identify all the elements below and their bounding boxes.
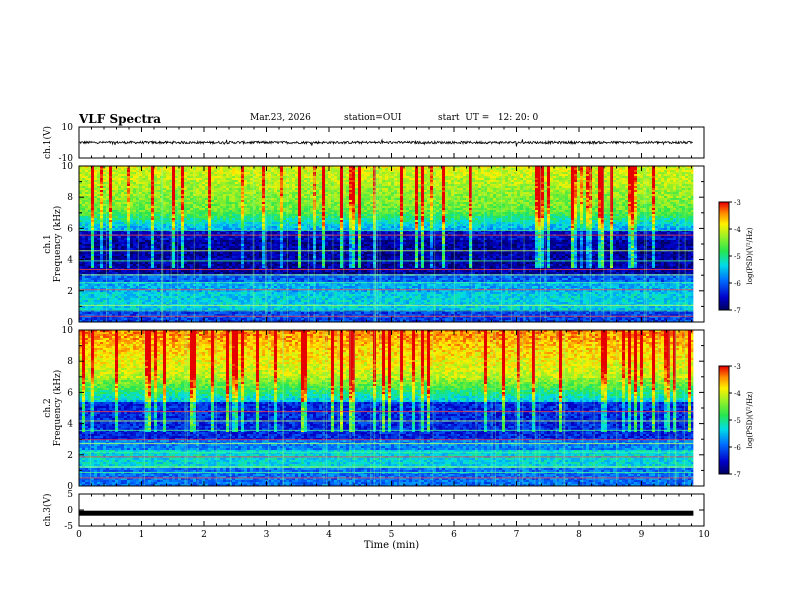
y-tick-label: 0 [67, 482, 73, 492]
ch3-waveform [79, 510, 694, 516]
y-tick-label: 0 [67, 318, 73, 328]
y-tick-label: 10 [62, 162, 74, 172]
y-axis-label: ch.2Frequency (kHz) [43, 370, 63, 447]
colorbar-tick-label: -5 [734, 417, 741, 425]
y-tick-label: 4 [67, 256, 73, 266]
ch1-waveform [78, 138, 693, 147]
colorbar-tick-label: -7 [734, 307, 741, 315]
x-tick-label: 1 [139, 530, 145, 540]
ch3-y-label: ch.3(V) [42, 494, 53, 527]
ch2-spectrogram: 0 2 4 6 8 10 ch.2Frequency (kHz) [43, 326, 705, 492]
x-tick-label: 6 [451, 530, 457, 540]
colorbar-tick-label: -5 [734, 253, 741, 261]
x-tick-label: 3 [264, 530, 270, 540]
station-label: station=OUI [344, 113, 401, 123]
colorbar-tick-label: -7 [734, 471, 741, 479]
colorbar-tick-label: -6 [734, 280, 741, 288]
x-tick-label: 4 [326, 530, 332, 540]
y-tick-label: 8 [67, 357, 73, 367]
colorbar-tick-label: -4 [734, 226, 741, 234]
y-tick-label: 2 [67, 287, 73, 297]
x-tick-label: 10 [698, 530, 710, 540]
y-tick-label: 4 [67, 420, 73, 430]
colorbar-tick-label: -3 [734, 363, 741, 371]
colorbar-label: log(PSD)(V²/Hz) [746, 391, 754, 448]
colorbar-tick-label: -3 [734, 199, 741, 207]
y-axis-label: ch.1Frequency (kHz) [43, 206, 63, 283]
y-tick-label: 0 [67, 506, 73, 516]
colorbar: -3 -4 -5 -6 -7 log(PSD)(V²/Hz) [718, 363, 754, 479]
colorbar-tick-label: -4 [734, 390, 741, 398]
x-tick-label: 0 [76, 530, 82, 540]
y-tick-label: 6 [67, 388, 73, 398]
y-tick-label: 2 [67, 451, 73, 461]
y-tick-label: -10 [59, 154, 74, 164]
x-tick-label: 7 [514, 530, 520, 540]
x-tick-label: 9 [639, 530, 645, 540]
ch1-spectrogram: 0 2 4 6 8 10 ch.1Frequency (kHz) [43, 162, 705, 328]
y-tick-label: 8 [67, 193, 73, 203]
start-time-label: start UT = 12: 20: 0 [438, 113, 538, 123]
x-tick-label: 2 [201, 530, 207, 540]
colorbar-label: log(PSD)(V²/Hz) [746, 227, 754, 284]
figure-title: VLF Spectra [79, 112, 161, 126]
y-tick-label: 6 [67, 224, 73, 234]
y-tick-label: 10 [62, 326, 74, 336]
y-tick-label: -5 [64, 522, 73, 532]
y-tick-label: 10 [62, 123, 74, 133]
x-axis-label: Time (min) [364, 540, 419, 551]
y-tick-label: 5 [67, 490, 73, 500]
x-tick-label: 8 [576, 530, 582, 540]
colorbar-tick-label: -6 [734, 444, 741, 452]
ch1-y-label: ch.1(V) [42, 126, 53, 159]
colorbar: -3 -4 -5 -6 -7 log(PSD)(V²/Hz) [718, 199, 754, 315]
date-label: Mar.23, 2026 [250, 113, 311, 123]
x-tick-label: 5 [389, 530, 395, 540]
